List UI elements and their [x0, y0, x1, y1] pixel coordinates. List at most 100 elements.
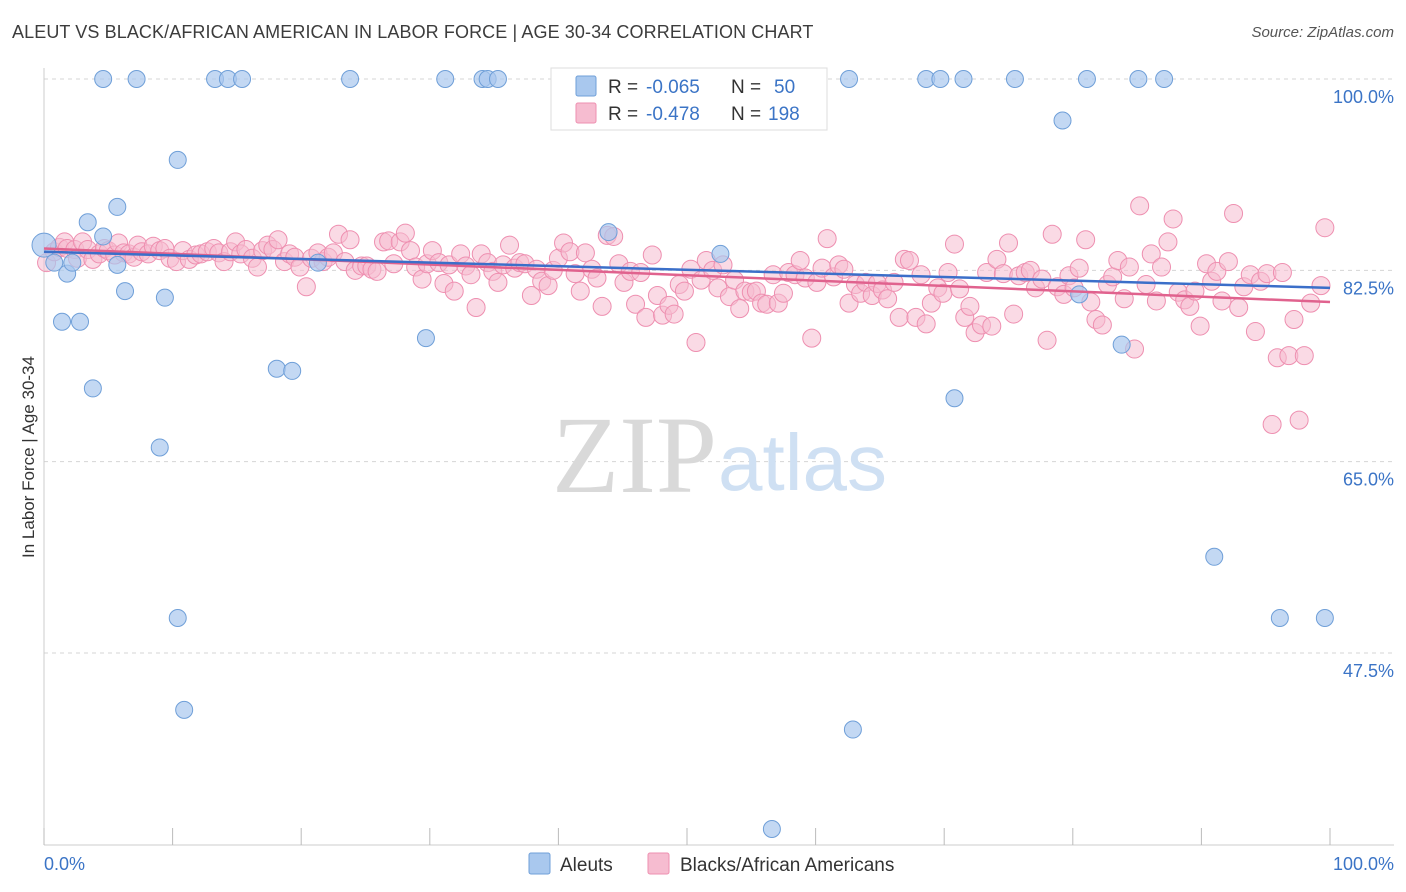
black-point-205 — [1158, 232, 1178, 252]
black-point-167 — [950, 279, 970, 299]
aleut-point-7 — [83, 379, 102, 398]
black-point-206 — [1163, 209, 1183, 229]
black-point-203 — [1146, 291, 1166, 311]
black-point-177 — [1004, 304, 1024, 324]
black-point-230 — [1294, 346, 1314, 366]
gridlines — [44, 78, 1394, 654]
black-point-216 — [1218, 252, 1238, 272]
black-legend-swatch — [575, 102, 597, 124]
black-point-184 — [1042, 224, 1062, 244]
black-point-221 — [1245, 322, 1265, 342]
black-point-39 — [247, 257, 267, 277]
aleut-point-26 — [416, 329, 435, 348]
black-point-166 — [944, 234, 964, 254]
black-point-224 — [1262, 414, 1282, 434]
black-point-135 — [773, 283, 793, 303]
black-point-138 — [790, 250, 810, 270]
x-tick-label-min: 0.0% — [44, 854, 85, 874]
bottom-legend-black-label: Blacks/African Americans — [680, 855, 894, 876]
black-point-158 — [899, 250, 919, 270]
black-point-110 — [636, 307, 656, 327]
aleut-point-38 — [945, 389, 964, 408]
aleut-point-34 — [840, 70, 859, 88]
aleut-point-15 — [155, 288, 174, 307]
black-point-143 — [817, 229, 837, 249]
black-point-226 — [1272, 263, 1292, 283]
aleut-point-16 — [168, 150, 187, 169]
stats-legend: R = -0.065 N = 50 R = -0.478 N = 198 — [550, 67, 828, 131]
aleut-point-25 — [341, 70, 360, 88]
y-tick-labels: 100.0% 82.5% 65.0% 47.5% — [1333, 87, 1394, 681]
black-point-83 — [488, 272, 508, 292]
black-r-label: R = — [608, 104, 638, 125]
black-point-101 — [587, 268, 607, 288]
black-point-78 — [461, 265, 481, 285]
black-point-211 — [1190, 316, 1210, 336]
aleut-point-47 — [1205, 547, 1224, 566]
aleut-trend-line — [43, 250, 1331, 290]
aleut-point-48 — [1270, 609, 1289, 628]
y-tick-label-2: 65.0% — [1343, 470, 1394, 490]
aleut-point-31 — [599, 223, 618, 242]
black-point-169 — [960, 296, 980, 316]
black-point-200 — [1130, 196, 1150, 216]
black-point-233 — [1315, 218, 1335, 238]
black-point-140 — [802, 328, 822, 348]
black-point-108 — [626, 294, 646, 314]
y-tick-label-0: 100.0% — [1333, 87, 1394, 107]
black-point-98 — [570, 281, 590, 301]
aleut-point-22 — [267, 359, 286, 378]
aleut-point-14 — [150, 438, 169, 457]
bottom-legend-aleut-label: Aleuts — [560, 855, 613, 876]
black-point-56 — [340, 230, 360, 250]
black-point-228 — [1284, 310, 1304, 330]
watermark-zip: ZIP — [552, 394, 717, 516]
black-r-value: -0.478 — [646, 104, 700, 125]
black-point-204 — [1152, 257, 1172, 277]
aleut-n-label: N = — [731, 77, 761, 98]
black-point-183 — [1037, 330, 1057, 350]
black-point-99 — [575, 243, 595, 263]
black-point-119 — [686, 332, 706, 352]
aleut-point-41 — [1053, 111, 1072, 130]
aleut-point-1 — [45, 253, 64, 272]
black-point-102 — [592, 296, 612, 316]
aleut-point-35 — [843, 720, 862, 739]
bottom-legend: Aleuts Blacks/African Americans — [528, 852, 894, 876]
black-point-111 — [642, 245, 662, 265]
aleut-point-33 — [762, 820, 781, 839]
black-point-89 — [521, 285, 541, 305]
y-tick-label-3: 47.5% — [1343, 661, 1394, 681]
black-n-value: 198 — [768, 104, 800, 125]
aleut-n-value: 50 — [774, 77, 795, 98]
bottom-legend-aleut-swatch — [528, 852, 551, 875]
aleut-point-49 — [1315, 609, 1334, 628]
black-point-79 — [466, 298, 486, 318]
aleut-point-5 — [71, 312, 90, 331]
y-tick-label-1: 82.5% — [1343, 278, 1394, 298]
black-point-217 — [1224, 203, 1244, 223]
aleut-point-11 — [108, 197, 127, 216]
aleut-point-37 — [931, 70, 950, 88]
aleut-point-8 — [94, 70, 113, 88]
aleut-point-4 — [63, 253, 82, 272]
black-point-195 — [1103, 267, 1123, 287]
black-point-115 — [664, 304, 684, 324]
aleut-point-18 — [175, 700, 194, 719]
aleut-point-0 — [31, 232, 57, 258]
black-point-215 — [1212, 291, 1232, 311]
black-point-173 — [982, 316, 1002, 336]
black-point-117 — [674, 281, 694, 301]
y-axis-title: In Labor Force | Age 30-34 — [19, 356, 38, 558]
black-point-43 — [268, 230, 288, 250]
black-point-67 — [401, 241, 421, 261]
aleut-point-23 — [283, 361, 302, 380]
aleut-point-46 — [1155, 70, 1174, 88]
aleut-point-44 — [1112, 335, 1131, 354]
chart-source: Source: ZipAtlas.com — [1251, 24, 1394, 41]
aleut-point-40 — [1005, 70, 1024, 88]
aleut-point-32 — [711, 244, 730, 263]
aleut-series-points — [31, 70, 1334, 839]
aleut-point-39 — [954, 70, 973, 88]
